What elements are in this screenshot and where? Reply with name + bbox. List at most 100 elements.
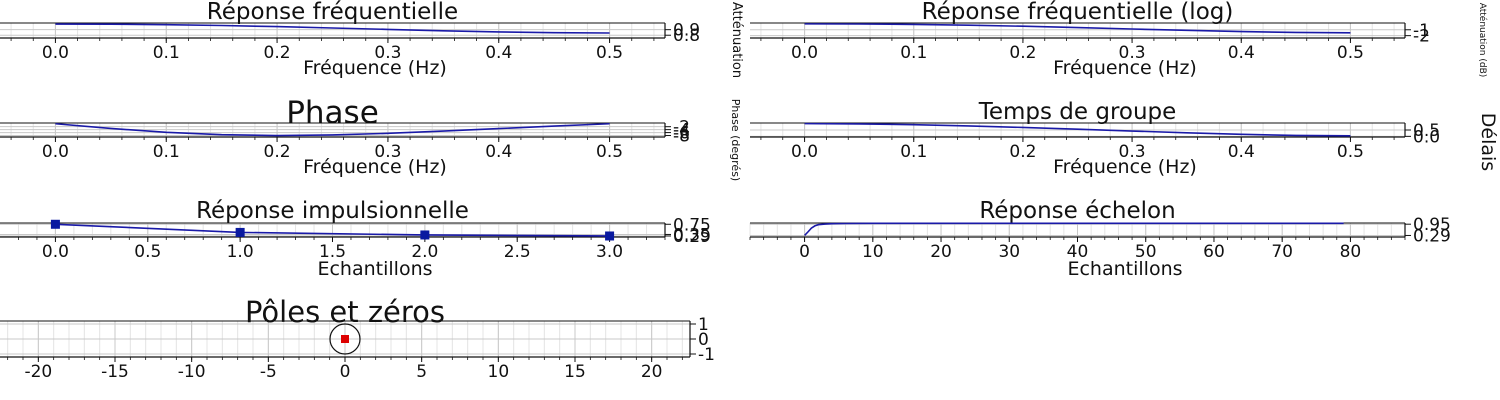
x-tick-label: 10: [862, 242, 884, 262]
y-tick-label: 0.9: [673, 21, 700, 41]
x-tick-label: 3.0: [596, 242, 623, 262]
x-tick-label: 10: [488, 362, 510, 382]
x-tick-label: 1.0: [227, 242, 254, 262]
x-axis-label: Echantillons: [1067, 258, 1182, 280]
y-tick-label: 0.29: [1413, 226, 1451, 246]
freqlog-chart: 0.0 0.1 0.2 0.3 0.4 0.5 -2-1 Réponse fréquentie…: [750, 0, 1488, 79]
x-tick-label: 0.5: [134, 242, 161, 262]
x-tick-label: 0.5: [1337, 43, 1364, 63]
x-tick-label: 0.0: [42, 43, 69, 63]
x-tick-label: 0.4: [485, 142, 512, 162]
x-tick-label: 0.0: [791, 43, 818, 63]
x-tick-label: 2.5: [504, 242, 531, 262]
x-tick-label: 0.2: [264, 43, 291, 63]
x-tick-label: 20: [641, 362, 663, 382]
x-tick-label: 0.0: [42, 142, 69, 162]
chart-title: Réponse fréquentielle (log): [922, 0, 1234, 25]
x-tick-label: 0.1: [900, 43, 927, 63]
chart-title: Réponse échelon: [979, 198, 1175, 224]
y-tick-label: 0.95: [1413, 215, 1451, 235]
series-line: [55, 223, 610, 237]
y-tick-label: -6: [673, 124, 690, 144]
y-tick-label: -2: [1413, 27, 1430, 47]
x-tick-label: 0.4: [1228, 142, 1255, 162]
x-tick-label: 0: [340, 362, 351, 382]
x-tick-label: 0.5: [596, 142, 623, 162]
y-axis-label: Délais: [1477, 113, 1499, 171]
x-tick-label: 30: [998, 242, 1020, 262]
x-tick-label: 0.2: [1009, 142, 1036, 162]
x-tick-label: 0.3: [1119, 142, 1146, 162]
x-tick-label: 0.2: [1009, 43, 1036, 63]
x-axis-label: Fréquence (Hz): [303, 57, 447, 79]
x-tick-label: 80: [1340, 242, 1362, 262]
y-tick-label: 0.0: [1413, 127, 1440, 147]
x-axis-label: Fréquence (Hz): [1053, 57, 1197, 79]
x-tick-label: 0.5: [596, 43, 623, 63]
x-tick-label: 40: [1067, 242, 1089, 262]
pole-marker: [341, 335, 349, 343]
y-tick-label: 0.75: [673, 215, 711, 235]
x-tick-label: 0.3: [374, 142, 401, 162]
series-line: [804, 222, 1344, 237]
x-tick-label: 0.4: [1228, 43, 1255, 63]
x-tick-label: -20: [24, 362, 52, 382]
x-tick-label: 0.1: [153, 142, 180, 162]
data-point: [50, 219, 60, 229]
series-line: [55, 122, 610, 137]
x-tick-label: 0.1: [153, 43, 180, 63]
y-axis-label: Atténuation (dB): [1477, 3, 1488, 78]
y-tick-label: -1: [1413, 21, 1430, 41]
chart-title: Réponse fréquentielle: [207, 0, 458, 25]
x-tick-label: 0.3: [374, 43, 401, 63]
x-tick-label: -5: [260, 362, 277, 382]
x-tick-label: 0.5: [1337, 142, 1364, 162]
step-chart: 0 10 20 30 40 50 60 70 80 0.290.95 Réponse échelon…: [749, 198, 1451, 280]
x-tick-label: 5: [416, 362, 427, 382]
x-tick-label: 0.1: [900, 142, 927, 162]
y-tick-label: -8: [673, 127, 690, 147]
x-tick-label: 0.3: [1119, 43, 1146, 63]
y-tick-label: 0.5: [1413, 121, 1440, 141]
x-tick-label: 0: [799, 242, 810, 262]
x-axis-label: Fréquence (Hz): [1053, 156, 1197, 178]
y-tick-label: -2: [673, 118, 690, 138]
x-tick-label: 0.0: [791, 142, 818, 162]
freq-chart: 0.0 0.1 0.2 0.3 0.4 0.5 0.80.9 Réponse fréquent…: [0, 0, 744, 79]
chart-title: Temps de groupe: [978, 99, 1177, 125]
y-tick-label: -1: [698, 345, 715, 365]
y-tick-label: -4: [673, 121, 690, 141]
y-tick-label: 1: [698, 315, 709, 335]
x-tick-label: 0.2: [264, 142, 291, 162]
data-point: [235, 227, 245, 237]
chart-title: Pôles et zéros: [245, 295, 445, 329]
x-tick-label: 0.0: [42, 242, 69, 262]
y-axis-label: Phase (degrés): [729, 99, 742, 181]
chart-title: Réponse impulsionnelle: [196, 198, 469, 224]
x-tick-label: 60: [1203, 242, 1225, 262]
phase-chart: 0.0 0.1 0.2 0.3 0.4 0.5 -8-6-4-2 Phase Fréquence…: [0, 95, 742, 181]
x-tick-label: -15: [101, 362, 129, 382]
y-axis-label: Atténuation: [729, 2, 744, 78]
x-axis-label: Echantillons: [317, 258, 432, 280]
series-line: [804, 122, 1351, 137]
x-tick-label: 15: [564, 362, 586, 382]
chart-title: Phase: [286, 95, 379, 131]
y-tick-label: 0: [698, 330, 709, 350]
x-tick-label: 70: [1271, 242, 1293, 262]
y-tick-label: 0.29: [673, 227, 711, 247]
x-tick-label: 0.4: [485, 43, 512, 63]
y-tick-label: 0.8: [673, 26, 700, 46]
x-tick-label: 2.0: [411, 242, 438, 262]
series-line: [804, 23, 1351, 34]
x-tick-label: 1.5: [319, 242, 346, 262]
impulse-chart: 0.0 0.5 1.0 1.5 2.0 2.5 3.0 0.290.350.75 Réponse…: [0, 198, 711, 280]
data-point: [420, 230, 430, 240]
x-tick-label: 20: [930, 242, 952, 262]
series-line: [55, 23, 610, 34]
x-tick-label: -10: [178, 362, 206, 382]
x-tick-label: 50: [1135, 242, 1157, 262]
unit-circle: [329, 323, 361, 355]
